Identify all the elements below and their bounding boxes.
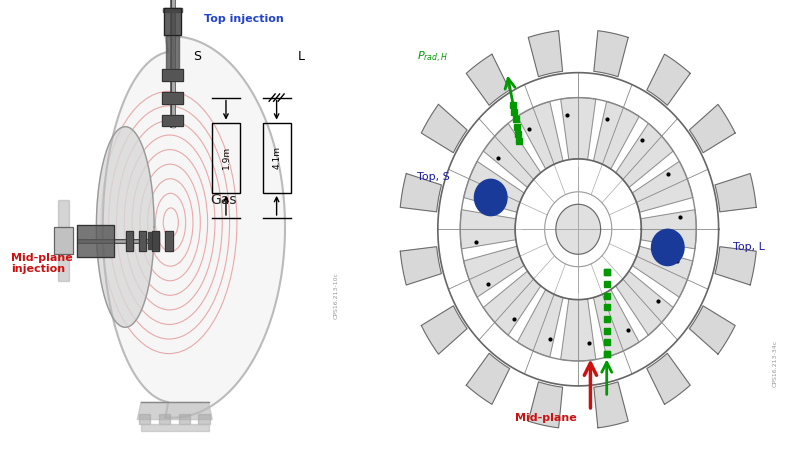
Text: Top, S: Top, S bbox=[417, 172, 450, 182]
Polygon shape bbox=[484, 123, 541, 188]
Polygon shape bbox=[163, 8, 182, 12]
Polygon shape bbox=[632, 246, 693, 297]
Polygon shape bbox=[97, 127, 154, 327]
Polygon shape bbox=[484, 271, 541, 335]
Polygon shape bbox=[594, 102, 639, 169]
Polygon shape bbox=[594, 290, 639, 357]
Polygon shape bbox=[164, 8, 181, 35]
Polygon shape bbox=[632, 161, 693, 212]
Text: Mid-plane
injection: Mid-plane injection bbox=[11, 252, 73, 274]
Polygon shape bbox=[421, 104, 467, 153]
Polygon shape bbox=[528, 31, 563, 77]
Polygon shape bbox=[137, 402, 212, 419]
Text: CPS16.213-34c: CPS16.213-34c bbox=[773, 340, 778, 387]
Polygon shape bbox=[77, 225, 114, 257]
Polygon shape bbox=[54, 227, 73, 254]
Circle shape bbox=[651, 229, 684, 266]
Polygon shape bbox=[641, 210, 696, 249]
Text: S: S bbox=[192, 50, 200, 63]
Polygon shape bbox=[528, 382, 563, 428]
Polygon shape bbox=[647, 54, 690, 105]
Polygon shape bbox=[561, 299, 596, 361]
Polygon shape bbox=[594, 31, 628, 77]
Bar bbox=[263, 123, 290, 193]
Polygon shape bbox=[616, 123, 674, 188]
Polygon shape bbox=[401, 173, 441, 212]
Polygon shape bbox=[141, 424, 208, 431]
Polygon shape bbox=[162, 69, 183, 81]
Polygon shape bbox=[166, 35, 180, 72]
Polygon shape bbox=[466, 54, 510, 105]
Polygon shape bbox=[689, 306, 735, 354]
Text: Top injection: Top injection bbox=[204, 14, 283, 24]
Polygon shape bbox=[139, 231, 146, 251]
Polygon shape bbox=[517, 290, 563, 357]
Polygon shape bbox=[162, 92, 183, 104]
Polygon shape bbox=[139, 414, 150, 424]
Polygon shape bbox=[148, 232, 160, 249]
Polygon shape bbox=[517, 102, 563, 169]
Text: 1.9m: 1.9m bbox=[222, 146, 231, 169]
Polygon shape bbox=[179, 414, 190, 424]
Text: CPS16.213-10c: CPS16.213-10c bbox=[334, 271, 338, 319]
Polygon shape bbox=[561, 98, 596, 160]
Polygon shape bbox=[556, 204, 601, 254]
Polygon shape bbox=[162, 115, 183, 126]
Text: $P_{rad,H}$: $P_{rad,H}$ bbox=[417, 50, 448, 65]
Polygon shape bbox=[460, 210, 516, 249]
Polygon shape bbox=[466, 353, 510, 405]
Polygon shape bbox=[647, 353, 690, 405]
Polygon shape bbox=[715, 173, 757, 212]
Polygon shape bbox=[464, 161, 524, 212]
Polygon shape bbox=[152, 231, 160, 251]
Polygon shape bbox=[616, 271, 674, 335]
Polygon shape bbox=[165, 231, 172, 251]
Text: Top, L: Top, L bbox=[733, 242, 764, 252]
Polygon shape bbox=[58, 254, 69, 281]
Polygon shape bbox=[401, 247, 441, 285]
Polygon shape bbox=[199, 414, 210, 424]
Text: Gas: Gas bbox=[210, 193, 236, 207]
Circle shape bbox=[475, 179, 507, 216]
Polygon shape bbox=[159, 414, 170, 424]
Polygon shape bbox=[58, 200, 69, 227]
Polygon shape bbox=[715, 247, 757, 285]
Bar bbox=[212, 123, 240, 193]
Polygon shape bbox=[464, 246, 524, 297]
Text: 4.1m: 4.1m bbox=[272, 146, 281, 169]
Polygon shape bbox=[125, 231, 133, 251]
Text: Mid-plane: Mid-plane bbox=[516, 413, 577, 423]
Polygon shape bbox=[689, 104, 735, 153]
Text: L: L bbox=[298, 50, 305, 63]
Polygon shape bbox=[594, 382, 628, 428]
Polygon shape bbox=[103, 36, 285, 418]
Polygon shape bbox=[421, 306, 467, 354]
